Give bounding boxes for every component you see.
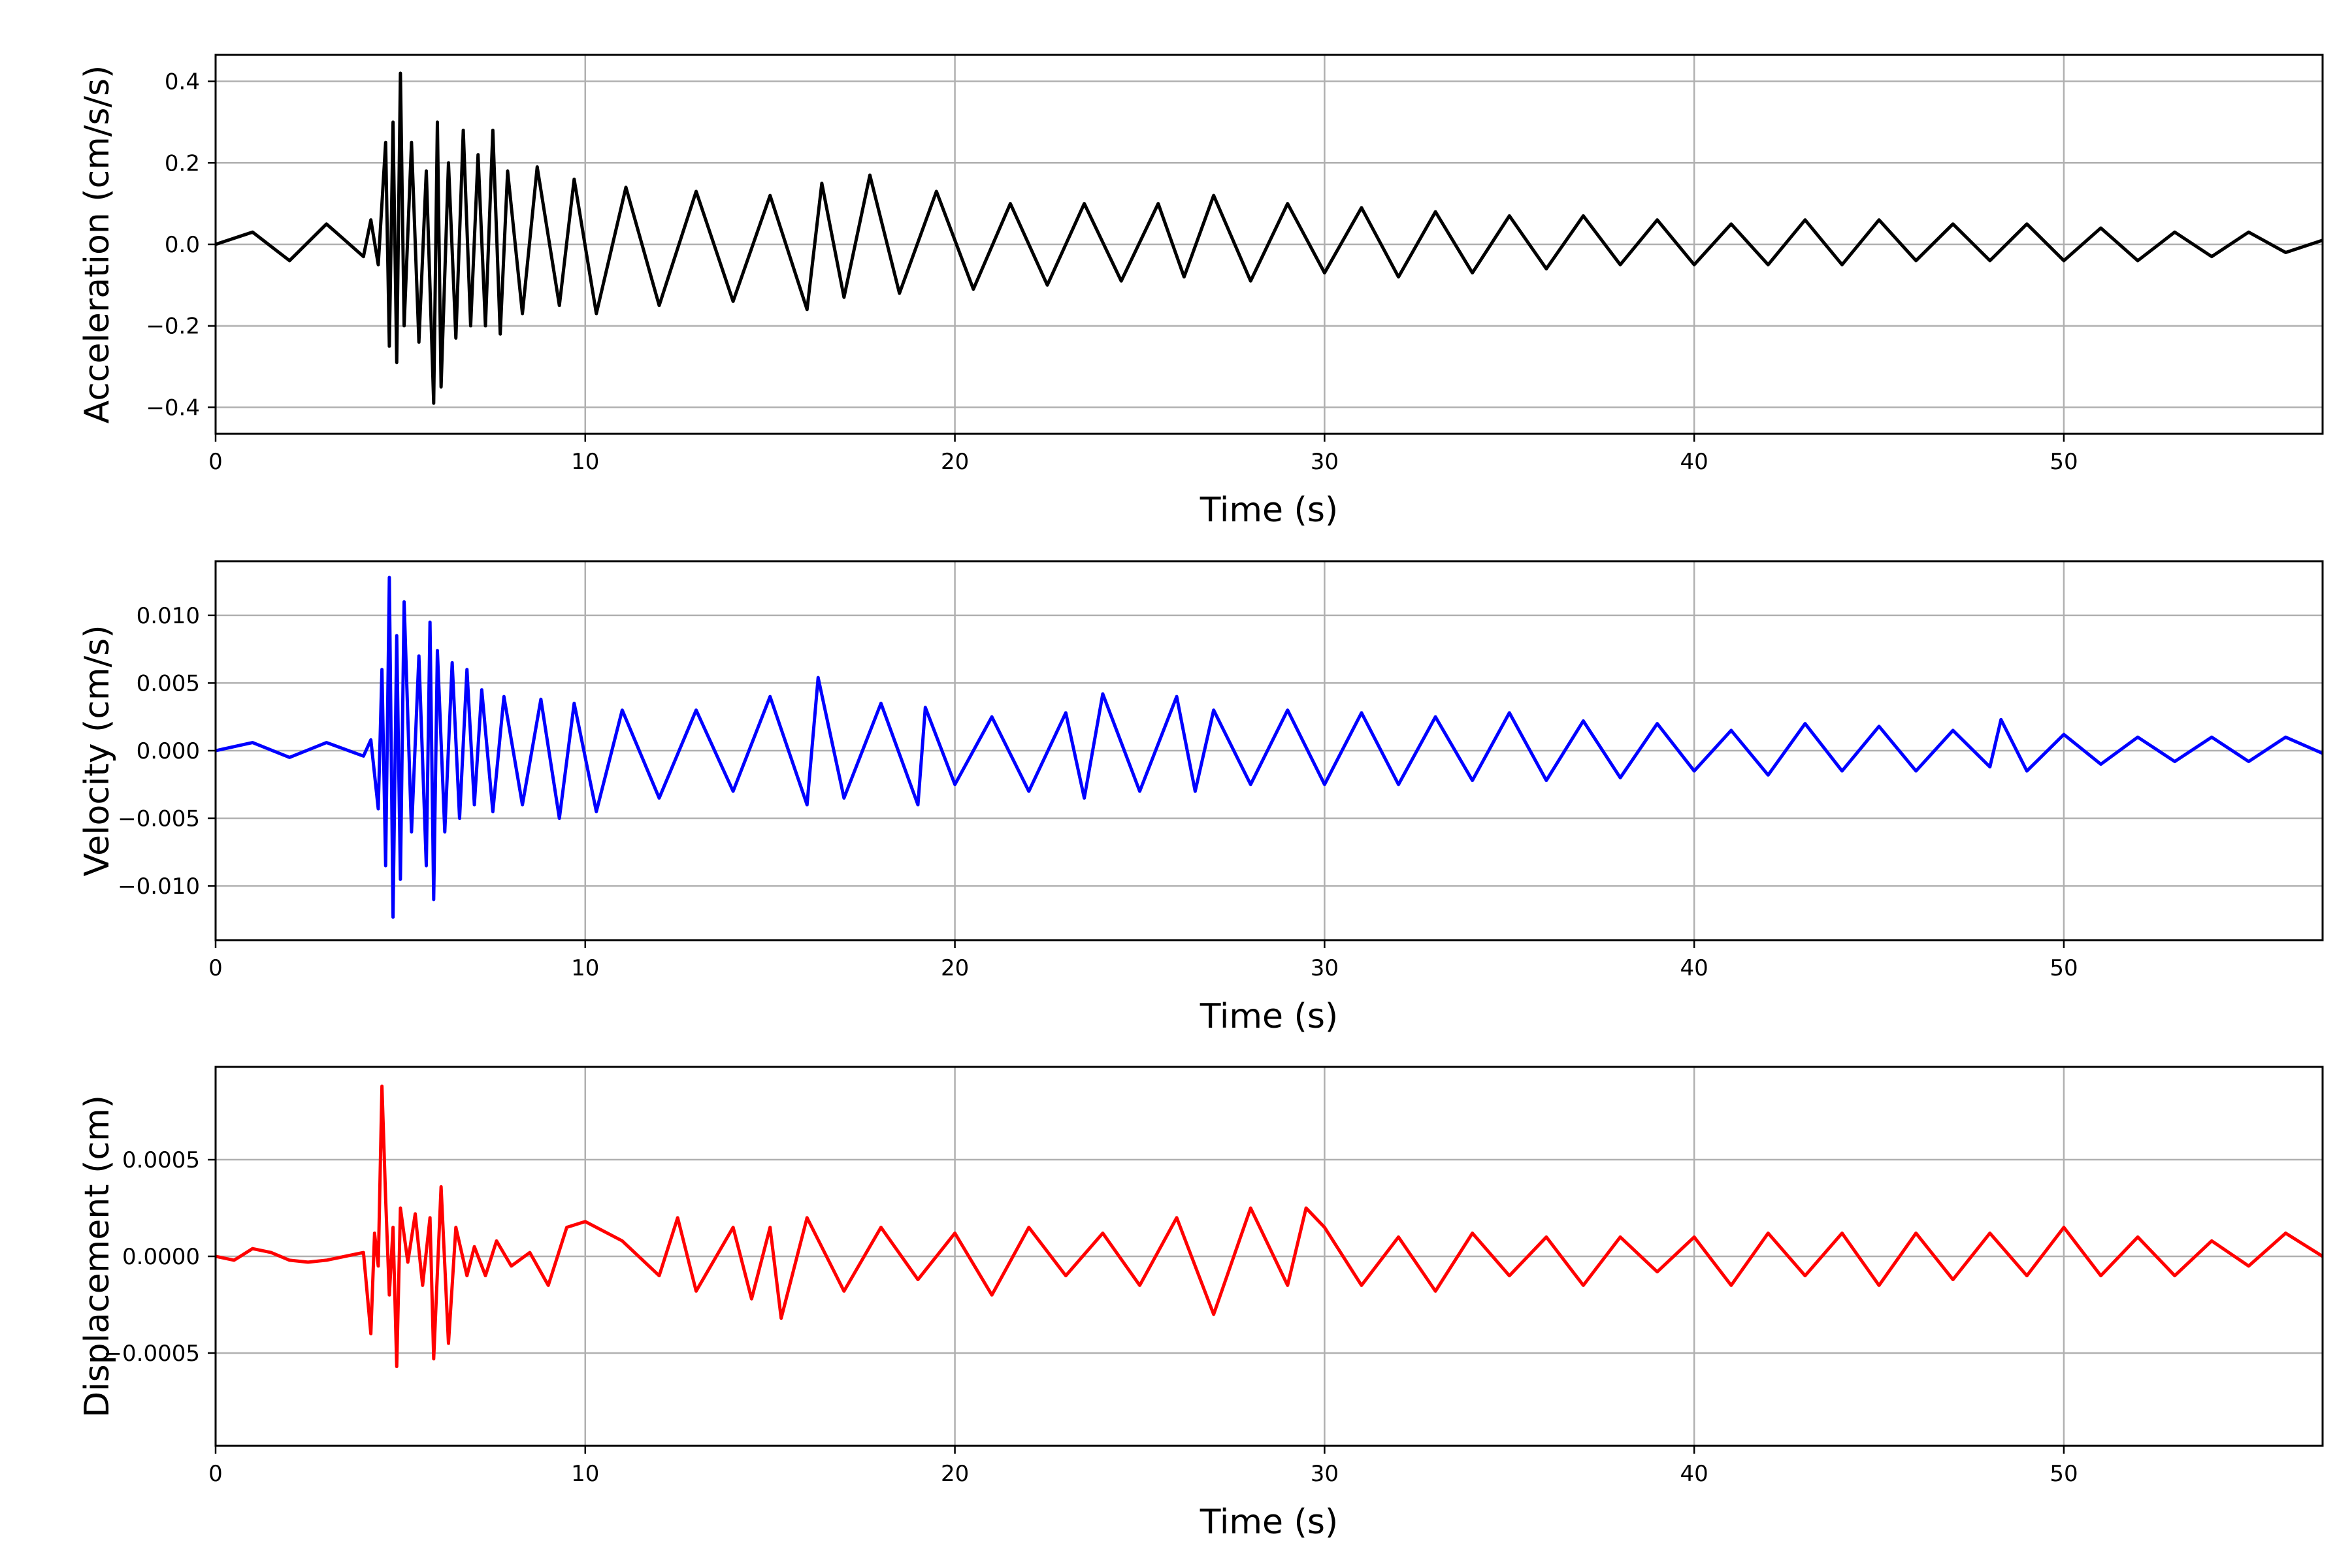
velocity-xaxis-title: Time (s) [1200, 997, 1338, 1036]
acceleration-ytick-label: 0.0 [165, 232, 200, 258]
acceleration-xtick-label: 10 [571, 449, 599, 475]
acceleration-panel: 0 10 20 30 40 50 −0.4 −0.2 0.0 0.2 0.4 Time (s) Acce… [78, 54, 2324, 530]
velocity-series-line [216, 576, 2323, 919]
displacement-ytick-label: 0.0000 [122, 1244, 200, 1270]
velocity-xtick-label: 20 [941, 955, 969, 981]
displacement-yaxis-title: Displacement (cm) [78, 1095, 117, 1418]
acceleration-ytick-label: −0.4 [146, 395, 200, 421]
displacement-ytick-label: 0.0005 [122, 1147, 200, 1173]
acceleration-ytick-label: −0.2 [146, 314, 200, 340]
velocity-ytick-label: 0.000 [137, 738, 200, 764]
displacement-xtick-label: 20 [941, 1461, 969, 1487]
velocity-xtick-label: 0 [208, 955, 223, 981]
acceleration-xaxis-title: Time (s) [1200, 491, 1338, 530]
velocity-panel: 0 10 20 30 40 50 −0.010 −0.005 0.000 0.005 0.010 Ti… [78, 560, 2324, 1036]
acceleration-ytick-label: 0.4 [165, 69, 200, 95]
displacement-ytick-label: −0.0005 [104, 1341, 200, 1367]
velocity-ytick-label: −0.010 [118, 874, 200, 900]
acceleration-yaxis-title: Acceleration (cm/s/s) [78, 65, 117, 424]
acceleration-xtick-label: 30 [1311, 449, 1339, 475]
acceleration-ytick-label: 0.2 [165, 150, 200, 176]
displacement-panel: 0 10 20 30 40 50 −0.0005 0.0000 0.0005 Time (s) Di… [78, 1066, 2324, 1542]
displacement-xtick-label: 0 [208, 1461, 223, 1487]
displacement-xtick-label: 50 [2050, 1461, 2078, 1487]
velocity-ytick-label: 0.010 [137, 603, 200, 629]
velocity-xtick-label: 40 [1680, 955, 1708, 981]
velocity-xtick-label: 10 [571, 955, 599, 981]
displacement-xtick-label: 10 [571, 1461, 599, 1487]
acceleration-xtick-label: 40 [1680, 449, 1708, 475]
acceleration-xtick-label: 0 [208, 449, 223, 475]
acceleration-xtick-label: 50 [2050, 449, 2078, 475]
acceleration-series-line [216, 71, 2323, 405]
acceleration-xtick-label: 20 [941, 449, 969, 475]
velocity-ytick-label: 0.005 [137, 670, 200, 696]
velocity-ytick-label: −0.005 [118, 806, 200, 832]
displacement-xtick-label: 30 [1311, 1461, 1339, 1487]
displacement-series-line [216, 1085, 2323, 1369]
velocity-xtick-label: 30 [1311, 955, 1339, 981]
displacement-xtick-label: 40 [1680, 1461, 1708, 1487]
velocity-xtick-label: 50 [2050, 955, 2078, 981]
displacement-xaxis-title: Time (s) [1200, 1503, 1338, 1542]
velocity-yaxis-title: Velocity (cm/s) [78, 625, 117, 877]
